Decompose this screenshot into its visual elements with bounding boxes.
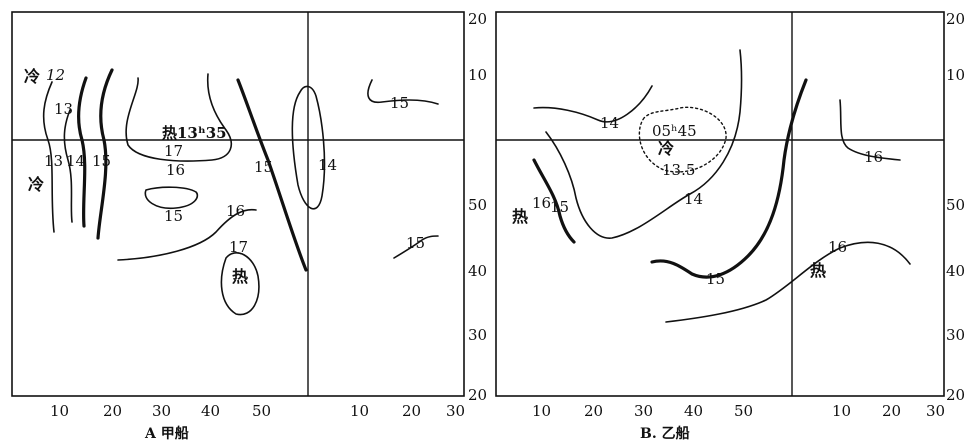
contour-line: [650, 78, 808, 279]
panel-b-caption: B. 乙船: [640, 425, 690, 442]
contour-line: [63, 109, 73, 223]
contour-label: 16: [828, 238, 847, 256]
cold-region-label: 冷: [658, 139, 674, 158]
contour-label: 16: [226, 202, 245, 220]
x-tick-label: 10: [832, 402, 851, 420]
contour-line: [144, 186, 199, 210]
contour-label: 15: [254, 158, 273, 176]
contour-label: 13.5: [662, 161, 695, 179]
y-tick-label: 20: [468, 10, 487, 28]
x-tick-label: 50: [252, 402, 271, 420]
y-tick-label: 20: [946, 386, 965, 404]
x-tick-label: 30: [152, 402, 171, 420]
time-label: 热13ʰ35: [162, 124, 227, 142]
contour-line: [367, 79, 439, 105]
contour-label: 15: [390, 94, 409, 112]
y-tick-label: 30: [946, 326, 965, 344]
contour-line: [236, 78, 308, 272]
x-tick-label: 30: [446, 402, 465, 420]
contour-line: [839, 99, 901, 161]
contour-line: [532, 158, 576, 244]
x-tick-label: 40: [684, 402, 703, 420]
contour-label: 15: [164, 207, 183, 225]
panel-b-x-ticks: 10 20 30 40 50 10 20 30: [532, 402, 945, 420]
cold-region-label: 冷: [24, 67, 40, 86]
x-tick-label: 10: [532, 402, 551, 420]
contour-line: [533, 85, 653, 123]
x-tick-label: 10: [350, 402, 369, 420]
panel-a: 12 13 13 14 15 17 16 15 16 17 15 14 15 1…: [11, 10, 487, 442]
x-tick-label: 20: [402, 402, 421, 420]
panel-b-contours: [532, 49, 911, 323]
panel-b-contour-labels: 14 13.5 16 15 14 15 16 16: [532, 114, 883, 288]
y-tick-label: 40: [946, 262, 965, 280]
contour-label: 16: [166, 161, 185, 179]
panel-a-contour-labels: 12 13 13 14 15 17 16 15 16 17 15 14 15 1…: [44, 66, 425, 256]
contour-label: 14: [600, 114, 619, 132]
panel-a-x-ticks: 10 20 30 40 50 10 20 30: [50, 402, 465, 420]
contour-label: 14: [318, 156, 337, 174]
contour-label: 13: [44, 152, 63, 170]
contour-line: [291, 85, 326, 210]
y-tick-label: 50: [468, 196, 487, 214]
contour-line: [76, 76, 88, 228]
panel-a-contours: [42, 68, 439, 316]
panel-a-caption: A 甲船: [144, 425, 189, 442]
contour-line: [638, 106, 727, 173]
contour-label: 13: [54, 100, 73, 118]
contour-label: 15: [406, 234, 425, 252]
y-tick-label: 40: [468, 262, 487, 280]
panel-a-y-ticks: 20 10 50 40 30 20: [468, 10, 487, 404]
contour-label: 14: [66, 152, 85, 170]
contour-line: [96, 68, 114, 240]
contour-line: [125, 73, 233, 162]
contour-line: [42, 81, 55, 233]
contour-line: [665, 241, 911, 323]
panel-b: 14 13.5 16 15 14 15 16 16 冷 热 热 05ʰ45 10…: [495, 10, 965, 442]
contour-line: [393, 235, 439, 259]
contour-label: 17: [229, 238, 248, 256]
y-tick-label: 20: [946, 10, 965, 28]
y-tick-label: 50: [946, 196, 965, 214]
x-tick-label: 30: [926, 402, 945, 420]
cold-region-label: 冷: [28, 175, 44, 194]
contour-line: [117, 208, 257, 261]
x-tick-label: 10: [50, 402, 69, 420]
y-tick-label: 10: [946, 66, 965, 84]
y-tick-label: 30: [468, 326, 487, 344]
contour-line: [545, 49, 743, 239]
x-tick-label: 20: [103, 402, 122, 420]
contour-label: 16: [864, 148, 883, 166]
y-tick-label: 10: [468, 66, 487, 84]
y-tick-label: 20: [468, 386, 487, 404]
hot-region-label: 热: [512, 207, 528, 226]
contour-line: [220, 252, 260, 316]
contour-label: 15: [550, 198, 569, 216]
contour-label: 14: [684, 190, 703, 208]
contour-label: 15: [706, 270, 725, 288]
contour-label: 17: [164, 142, 183, 160]
x-tick-label: 30: [634, 402, 653, 420]
hot-region-label: 热: [232, 267, 248, 286]
time-label: 05ʰ45: [652, 122, 697, 140]
contour-label: 15: [92, 152, 111, 170]
x-tick-label: 50: [734, 402, 753, 420]
panel-b-y-ticks: 20 10 50 40 30 20: [946, 10, 965, 404]
hot-region-label: 热: [810, 261, 826, 280]
panel-a-frame: [11, 11, 465, 397]
x-tick-label: 20: [882, 402, 901, 420]
x-tick-label: 40: [201, 402, 220, 420]
contour-label: 12: [46, 66, 65, 84]
contour-label: 16: [532, 194, 551, 212]
x-tick-label: 20: [584, 402, 603, 420]
panel-b-frame: [495, 11, 945, 397]
